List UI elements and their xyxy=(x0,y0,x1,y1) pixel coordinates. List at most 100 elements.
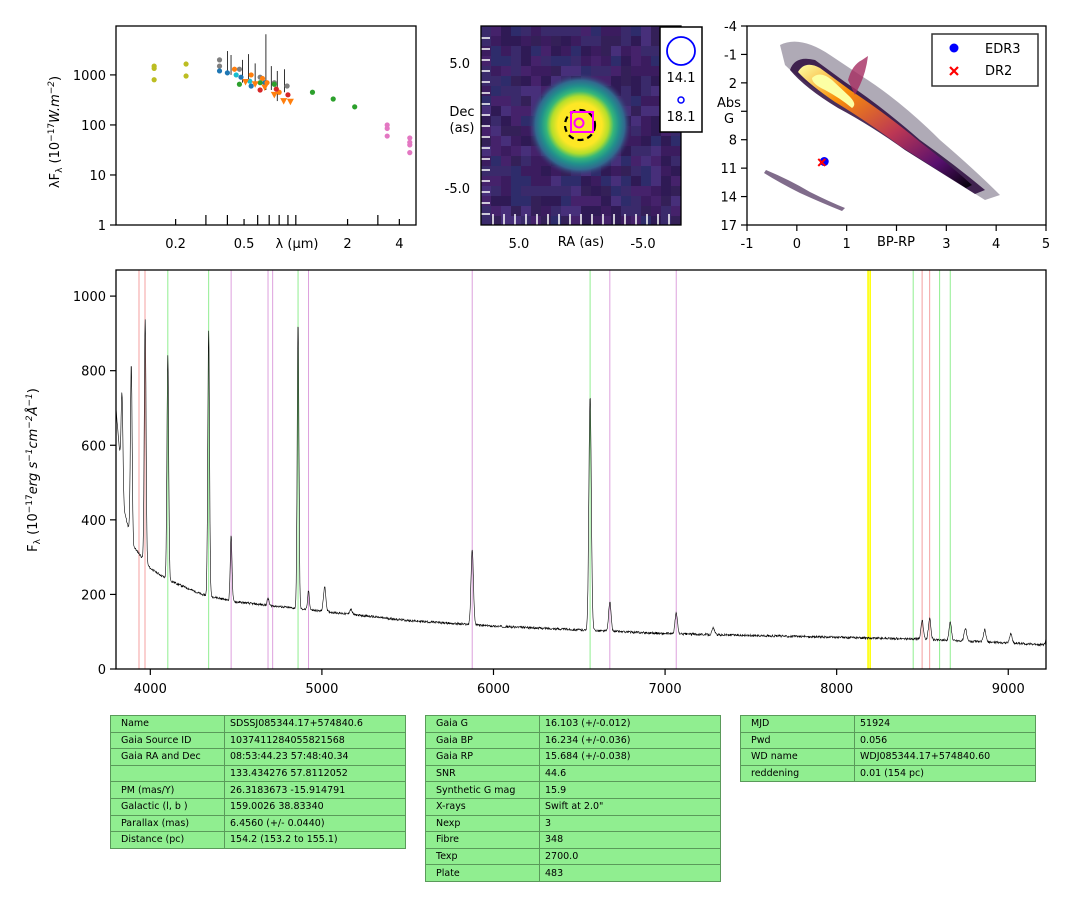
image-pixel xyxy=(501,146,511,156)
hr-ylabel-g: G xyxy=(724,112,734,127)
image-pixel xyxy=(511,216,521,225)
image-pixel xyxy=(491,36,501,46)
image-pixel xyxy=(481,96,491,106)
image-pixel xyxy=(501,86,511,96)
image-pixel xyxy=(671,136,681,146)
info-row: Distance (pc) 154.2 (153.2 to 155.1) xyxy=(110,831,406,849)
sed-point xyxy=(284,83,290,89)
sed-point xyxy=(257,80,263,86)
image-legend xyxy=(659,26,703,133)
image-pixel xyxy=(621,206,631,216)
sed-point xyxy=(407,150,413,156)
image-pixel xyxy=(501,66,511,76)
info-row: Fibre 348 xyxy=(425,831,721,849)
sed-xlabel: λ (μm) xyxy=(276,237,319,252)
image-pixel xyxy=(561,26,571,36)
sed-xtick-label: 4 xyxy=(395,237,403,252)
spectrum-ytick-label: 600 xyxy=(81,439,106,454)
image-pixel xyxy=(521,116,531,126)
image-pixel xyxy=(571,186,581,196)
spectrum-background xyxy=(116,270,1046,669)
image-pixel xyxy=(611,26,621,36)
image-pixel xyxy=(491,186,501,196)
info-table-observation: MJD 51924 Pwd 0.056 WD name WDJ085344.17+5748… xyxy=(740,715,1036,783)
image-pixel xyxy=(611,166,621,176)
image-pixel xyxy=(631,26,641,36)
sed-upper-limit xyxy=(270,91,278,99)
image-pixel xyxy=(641,146,651,156)
image-pixel xyxy=(601,176,611,186)
image-pixel xyxy=(581,206,591,216)
image-pixel xyxy=(481,26,491,36)
info-value: 0.056 xyxy=(854,731,1036,750)
image-pixel xyxy=(661,196,671,206)
image-pixel xyxy=(481,216,491,225)
sed-ytick-label: 1 xyxy=(98,219,106,234)
image-pixel xyxy=(641,86,651,96)
image-pixel xyxy=(491,66,501,76)
image-pixel xyxy=(651,106,661,116)
sed-point xyxy=(384,133,390,139)
info-key: SNR xyxy=(425,764,540,783)
image-pixel xyxy=(661,146,671,156)
image-pixel xyxy=(481,106,491,116)
image-pixel xyxy=(491,156,501,166)
hr-ytick-label: 11 xyxy=(720,162,737,177)
image-pixel xyxy=(551,216,561,225)
image-pixel xyxy=(521,146,531,156)
image-pixel xyxy=(501,126,511,136)
image-pixel xyxy=(671,196,681,206)
image-pixel xyxy=(641,46,651,56)
hr-xtick-label: 4 xyxy=(992,237,1000,252)
legend-edr3-marker xyxy=(949,43,959,53)
image-pixel xyxy=(511,76,521,86)
sed-point xyxy=(257,87,263,93)
image-pixel xyxy=(501,46,511,56)
image-pixel xyxy=(521,166,531,176)
image-pixel xyxy=(511,186,521,196)
image-pixel xyxy=(591,206,601,216)
legend-dr2-label: DR2 xyxy=(985,64,1012,79)
sed-point xyxy=(273,86,279,92)
image-pixel xyxy=(491,146,501,156)
image-pixel xyxy=(621,86,631,96)
image-pixel xyxy=(631,196,641,206)
info-row: Parallax (mas) 6.4560 (+/- 0.0440) xyxy=(110,814,406,833)
image-pixel xyxy=(511,66,521,76)
image-pixel xyxy=(581,196,591,206)
hr-xtick-label: 5 xyxy=(1042,237,1050,252)
info-row: Galactic (l, b ) 159.0026 38.83340 xyxy=(110,797,406,816)
image-pixel xyxy=(561,56,571,66)
info-value: 133.434276 57.8112052 xyxy=(224,764,406,783)
image-pixel xyxy=(531,156,541,166)
image-pixel xyxy=(491,206,501,216)
image-pixel xyxy=(561,46,571,56)
image-pixel xyxy=(581,36,591,46)
info-value: 08:53:44.23 57:48:40.34 xyxy=(224,748,406,766)
sed-point xyxy=(238,74,244,80)
sed-upper-limit xyxy=(251,81,259,88)
info-row: reddening 0.01 (154 pc) xyxy=(740,764,1036,783)
info-key: Gaia BP xyxy=(425,731,540,750)
image-pixel xyxy=(581,176,591,186)
info-value: 26.3183673 -15.914791 xyxy=(224,781,406,799)
image-pixel xyxy=(611,46,621,56)
image-pixel xyxy=(521,76,531,86)
image-pixel xyxy=(501,26,511,36)
spectrum-xtick-label: 4000 xyxy=(134,682,167,697)
image-pixel xyxy=(651,186,661,196)
image-pixel xyxy=(551,186,561,196)
image-pixel xyxy=(481,56,491,66)
image-pixel xyxy=(501,176,511,186)
image-pixel xyxy=(641,136,651,146)
image-pixel xyxy=(491,106,501,116)
info-row: MJD 51924 xyxy=(740,715,1036,733)
source-psf xyxy=(528,73,632,177)
legend-edr3-label: EDR3 xyxy=(985,42,1021,57)
image-pixel xyxy=(541,36,551,46)
image-pixel xyxy=(521,126,531,136)
image-pixel xyxy=(481,206,491,216)
hr-panel: -1 0 1 3 4 5 -4 -1 2 8 11 14 17 EDR3 DR2 BP-RP Abs G xyxy=(717,20,1050,252)
image-pixel xyxy=(541,196,551,206)
legend-mag-faint: 18.1 xyxy=(667,110,696,125)
